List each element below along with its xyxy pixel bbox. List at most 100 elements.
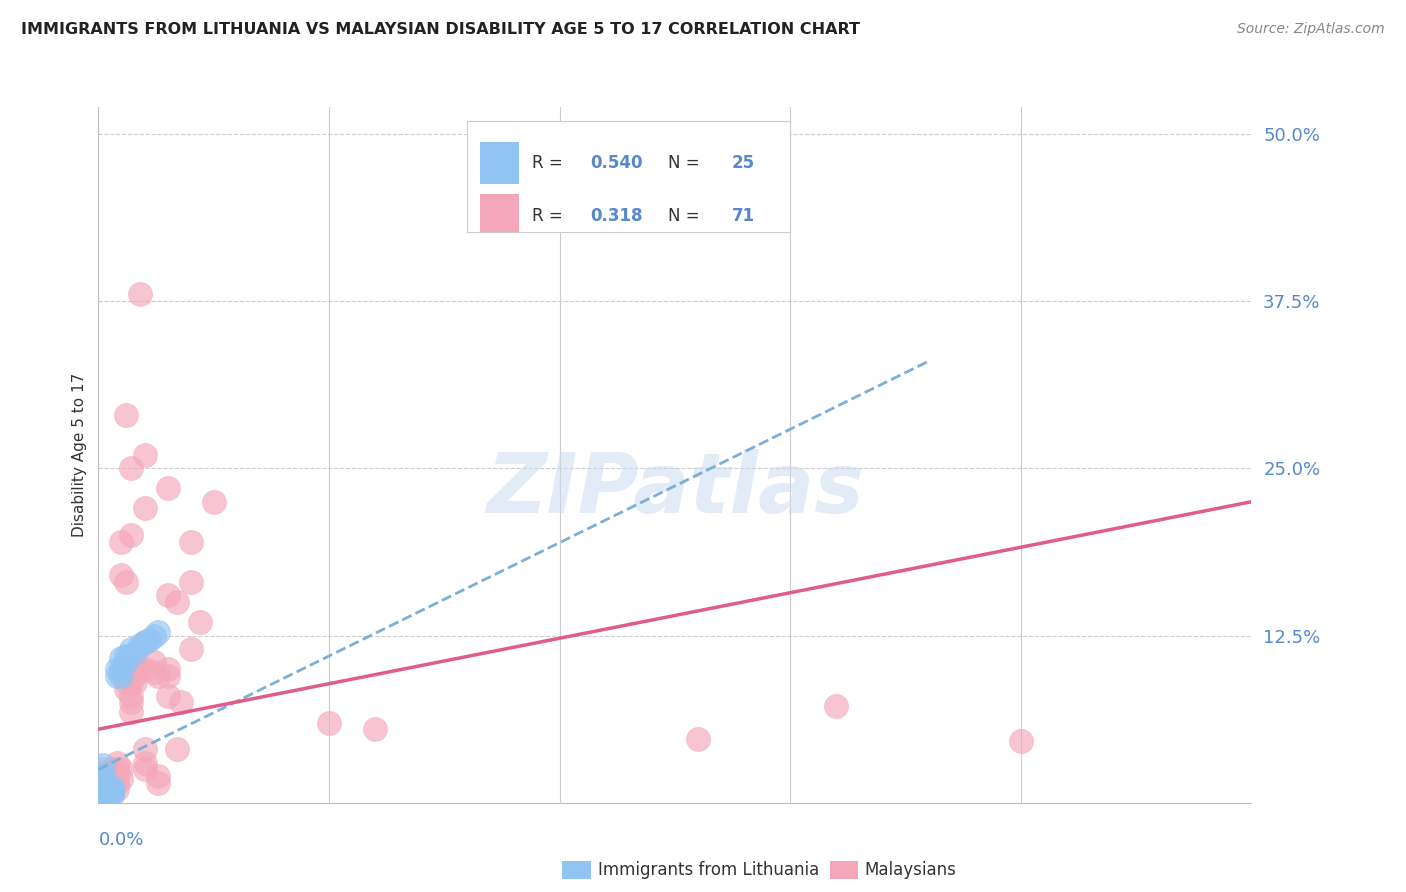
Point [129,638,152,652]
Point [110,762,132,776]
Point [115,669,138,683]
Point [110,665,132,679]
Point [156,589,179,603]
Point [180,575,202,590]
Point [110,534,132,549]
Point [105,782,128,797]
Point [124,669,146,683]
Point [364,723,387,737]
Point [120,642,142,657]
Text: Source: ZipAtlas.com: Source: ZipAtlas.com [1237,22,1385,37]
Point [97,782,120,797]
Point [115,655,138,669]
Point [188,615,211,630]
Point [97,788,120,802]
Point [120,689,142,703]
Point [115,648,138,663]
Point [142,628,165,642]
Point [156,689,179,703]
Point [120,669,142,683]
Point [91,762,114,776]
Point [686,731,709,746]
Point [97,766,120,780]
Point [134,662,156,676]
Text: Malaysians: Malaysians [865,861,956,879]
Point [101,780,124,794]
Point [156,482,179,496]
Point [134,501,156,516]
Point [101,782,124,797]
Point [156,662,179,676]
Point [124,655,146,669]
Point [105,769,128,783]
Point [156,669,179,683]
Point [105,762,128,776]
Point [120,528,142,542]
Point [97,785,120,799]
Point [91,766,114,780]
Text: 0.0%: 0.0% [98,830,143,848]
Point [101,785,124,799]
Point [120,662,142,676]
Point [105,669,128,683]
Point [91,769,114,783]
Point [97,772,120,786]
Point [105,662,128,676]
Point [105,776,128,790]
Point [120,461,142,475]
Point [148,669,170,683]
Point [110,568,132,582]
Point [110,669,132,683]
Point [115,408,138,422]
Point [97,788,120,802]
Text: IMMIGRANTS FROM LITHUANIA VS MALAYSIAN DISABILITY AGE 5 TO 17 CORRELATION CHART: IMMIGRANTS FROM LITHUANIA VS MALAYSIAN D… [21,22,860,37]
Point [1010,734,1032,748]
Point [134,635,156,649]
Point [180,534,202,549]
Text: ZIPatlas: ZIPatlas [486,450,863,530]
Y-axis label: Disability Age 5 to 17: Disability Age 5 to 17 [72,373,87,537]
Point [101,769,124,783]
Point [124,675,146,690]
Point [101,782,124,797]
Point [101,762,124,776]
Point [134,756,156,770]
Point [101,788,124,802]
Point [91,785,114,799]
Point [148,776,170,790]
Point [124,662,146,676]
Point [166,742,188,756]
Point [115,675,138,690]
Point [120,705,142,719]
Point [120,696,142,710]
Point [97,780,120,794]
Point [166,595,188,609]
Point [148,769,170,783]
Text: Immigrants from Lithuania: Immigrants from Lithuania [598,861,818,879]
Point [134,762,156,776]
Point [148,624,170,639]
Point [170,696,193,710]
Point [110,651,132,665]
Point [101,776,124,790]
Point [825,699,848,714]
Point [134,448,156,462]
Point [129,287,152,301]
Point [120,675,142,690]
Point [134,742,156,756]
Point [91,758,114,772]
Point [110,662,132,676]
Point [115,681,138,696]
Point [115,575,138,590]
Point [138,632,160,647]
Point [91,774,114,789]
Point [124,646,146,660]
Point [101,785,124,799]
Point [142,655,165,669]
Point [110,772,132,786]
Point [318,715,340,730]
Point [202,494,225,508]
Point [134,635,156,649]
Point [97,790,120,805]
Point [180,642,202,657]
